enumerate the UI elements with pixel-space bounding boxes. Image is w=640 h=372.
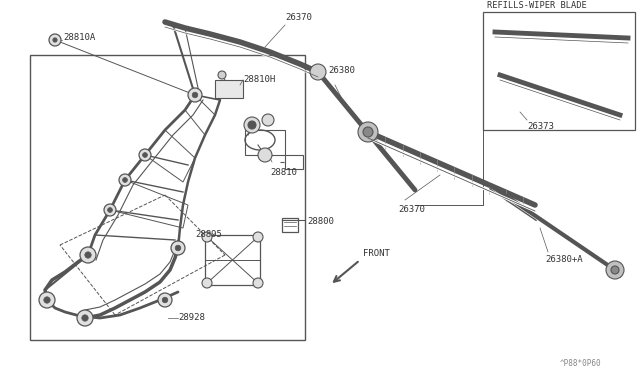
Circle shape [310, 64, 326, 80]
Text: 28928: 28928 [178, 314, 205, 323]
Circle shape [248, 121, 256, 129]
Circle shape [175, 245, 181, 251]
Text: 28895: 28895 [195, 230, 222, 239]
Circle shape [162, 297, 168, 303]
Circle shape [39, 292, 55, 308]
Circle shape [171, 241, 185, 255]
Circle shape [77, 310, 93, 326]
Circle shape [143, 153, 147, 157]
Circle shape [44, 297, 50, 303]
Circle shape [202, 278, 212, 288]
Text: FRONT: FRONT [363, 249, 390, 258]
Bar [285, 155, 303, 169]
Text: 26373: 26373 [527, 122, 554, 131]
Text: 26370: 26370 [285, 13, 312, 22]
Circle shape [104, 204, 116, 216]
Bar [483, 12, 635, 130]
Circle shape [358, 122, 378, 142]
Circle shape [123, 177, 127, 182]
Circle shape [84, 252, 92, 258]
Circle shape [119, 174, 131, 186]
Circle shape [202, 232, 212, 242]
Bar [282, 218, 298, 232]
Text: ^P88*0P60: ^P88*0P60 [560, 359, 602, 368]
Circle shape [258, 148, 272, 162]
Text: 26380+A: 26380+A [545, 255, 582, 264]
Circle shape [244, 117, 260, 133]
Circle shape [53, 38, 57, 42]
Bar [205, 235, 260, 285]
Circle shape [192, 92, 198, 98]
Text: REFILLS-WIPER BLADE: REFILLS-WIPER BLADE [487, 1, 587, 10]
Text: 28810H: 28810H [243, 74, 275, 83]
Text: 28810A: 28810A [63, 33, 95, 42]
Bar [30, 55, 305, 340]
Circle shape [611, 266, 619, 274]
Circle shape [253, 232, 263, 242]
Bar [245, 130, 285, 155]
Circle shape [158, 293, 172, 307]
Text: 28800: 28800 [307, 218, 334, 227]
Circle shape [139, 149, 151, 161]
Text: 26370: 26370 [398, 205, 425, 214]
Circle shape [218, 71, 226, 79]
Circle shape [80, 247, 96, 263]
Circle shape [606, 261, 624, 279]
Bar [215, 80, 243, 98]
Circle shape [188, 88, 202, 102]
Circle shape [253, 278, 263, 288]
Text: 28810: 28810 [270, 168, 297, 177]
Circle shape [82, 315, 88, 321]
Circle shape [49, 34, 61, 46]
Circle shape [108, 208, 113, 212]
Circle shape [262, 114, 274, 126]
Text: 26380: 26380 [328, 66, 355, 75]
Circle shape [363, 127, 373, 137]
